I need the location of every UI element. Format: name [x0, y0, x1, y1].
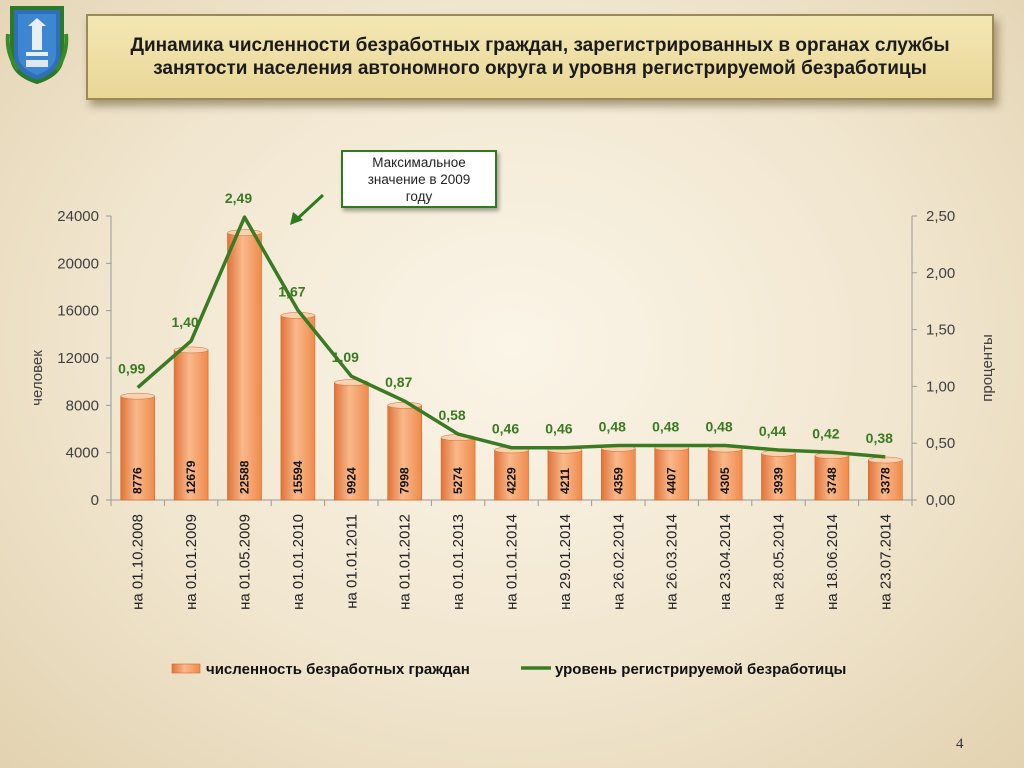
line-path: [136, 215, 886, 459]
category-label: на 28.05.2014: [771, 514, 788, 610]
bar: [227, 232, 262, 501]
line-value-label: 0,42: [812, 425, 839, 441]
right-tick-label: 0,50: [926, 435, 955, 452]
line-series: 0,99 1,40 2,49 1,67 1,09 0,87 0,58 0,46 0,46 0,48…: [118, 190, 893, 459]
bar-value-label: 22588: [238, 460, 252, 494]
bar: [120, 395, 155, 501]
line-value-label: 0,46: [545, 421, 572, 437]
category-label: на 01.05.2009: [237, 514, 254, 610]
bar-value-label: 4211: [558, 468, 572, 494]
callout-line-3: году: [405, 189, 433, 204]
line-value-label: 1,40: [171, 314, 198, 330]
line-value-label: 1,09: [332, 349, 359, 365]
right-tick-label: 1,50: [926, 322, 955, 339]
bar: [707, 448, 743, 501]
category-label: на 23.04.2014: [717, 514, 734, 610]
category-label: на 01.01.2010: [290, 514, 307, 610]
line-value-label: 0,99: [118, 361, 145, 377]
legend-bar-label: численность безработных граждан: [206, 661, 470, 678]
max-value-callout: Максимальное значение в 2009 году: [341, 150, 497, 208]
category-label: на 29.01.2014: [557, 514, 574, 610]
page-number: 4: [956, 736, 964, 752]
callout-arrow: [290, 193, 325, 225]
bar: [173, 349, 209, 501]
line-value-label: 0,48: [705, 418, 732, 434]
left-tick-label: 24000: [57, 208, 99, 225]
bar-value-label: 4229: [505, 467, 519, 494]
bar-value-label: 3939: [772, 467, 786, 494]
line-value-label: 1,67: [278, 283, 305, 299]
bar-value-label: 3378: [878, 467, 892, 494]
bar-value-label: 8776: [131, 467, 145, 494]
bar-value-label: 4359: [611, 467, 625, 494]
bar-value-label: 12679: [184, 460, 198, 494]
bar: [494, 449, 529, 501]
bar-series: 8776 12679 22588 15594 9924 7998 5274 4229 4211 4…: [120, 229, 903, 501]
legend-line-label: уровень регистрируемой безработицы: [555, 661, 846, 678]
category-label: на 01.01.2014: [504, 514, 521, 610]
category-label: на 23.07.2014: [877, 514, 894, 610]
right-tick-label: 1,00: [926, 378, 955, 395]
right-tick-label: 2,50: [926, 208, 955, 225]
left-tick-label: 0: [91, 492, 99, 509]
line-value-label: 0,48: [599, 418, 626, 434]
left-tick-label: 4000: [66, 445, 99, 462]
category-label: на 01.01.2011: [343, 514, 360, 609]
category-label: на 18.06.2014: [824, 514, 841, 610]
bar: [600, 448, 636, 501]
bar: [387, 405, 423, 501]
line-value-label: 0,87: [385, 374, 412, 390]
callout-line-2: значение в 2009: [367, 172, 471, 187]
bar: [814, 455, 850, 501]
right-axis-title: проценты: [979, 334, 996, 402]
bar: [761, 453, 796, 501]
title-banner: Динамика численности безработных граждан…: [86, 14, 994, 100]
bar: [440, 437, 476, 501]
bar-value-label: 3748: [825, 467, 839, 494]
line-value-label: 0,46: [492, 421, 519, 437]
line-value-label: 2,49: [225, 190, 252, 206]
category-labels: на 01.10.2008 на 01.01.2009 на 01.05.2009 н…: [130, 514, 895, 610]
bar-value-label: 7998: [398, 467, 412, 494]
bar-value-label: 5274: [451, 467, 465, 494]
legend: численность безработных граждан уровень р…: [171, 661, 846, 678]
right-axis: 0,00 0,50 1,00 1,50 2,00 2,50 проценты: [911, 208, 996, 509]
line-value-label: 0,38: [866, 430, 893, 446]
bar-cap: [280, 312, 316, 319]
category-label: на 26.03.2014: [664, 514, 681, 610]
bar-cap: [120, 392, 155, 400]
category-label: на 01.01.2009: [183, 514, 200, 610]
category-label: на 01.01.2013: [450, 514, 467, 610]
bar: [280, 315, 316, 501]
category-label: на 01.01.2012: [397, 514, 414, 610]
left-tick-label: 8000: [66, 397, 99, 414]
left-tick-label: 20000: [57, 255, 99, 272]
bar-value-label: 9924: [344, 467, 358, 494]
right-tick-label: 0,00: [926, 492, 955, 509]
bar-value-label: 15594: [291, 460, 305, 494]
left-tick-label: 16000: [57, 303, 99, 320]
category-label: на 01.10.2008: [130, 514, 147, 610]
line-value-label: 0,48: [652, 418, 679, 434]
slide-title: Динамика численности безработных граждан…: [130, 35, 950, 79]
left-tick-label: 12000: [57, 350, 99, 367]
legend-bar-swatch: [171, 663, 201, 674]
line-value-label: 0,44: [759, 423, 786, 439]
coat-of-arms-logo: [5, 6, 69, 84]
callout-line-1: Максимальное: [372, 155, 466, 170]
bar-value-label: 4407: [665, 467, 679, 494]
left-axis-title: человек: [29, 350, 46, 406]
line-value-label: 0,58: [438, 407, 465, 423]
bar: [867, 459, 903, 501]
bar-value-label: 4305: [718, 467, 732, 494]
right-tick-label: 2,00: [926, 265, 955, 282]
bar-cap: [868, 456, 903, 464]
category-label: на 26.02.2014: [610, 514, 627, 610]
bar: [333, 382, 369, 501]
